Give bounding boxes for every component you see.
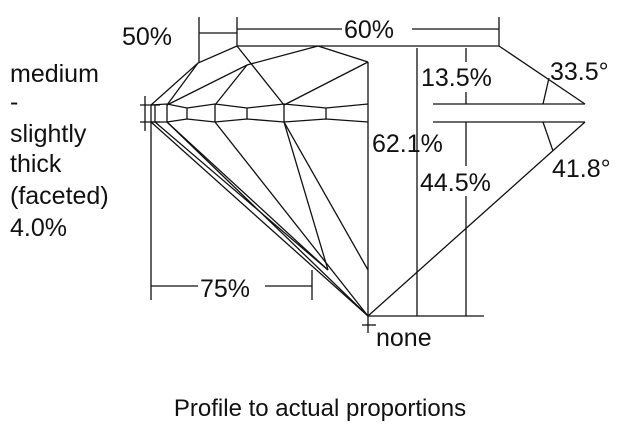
girdle-facets [150, 103, 369, 123]
label-pavilion-angle: 41.8° [552, 155, 611, 183]
caption: Profile to actual proportions [174, 395, 466, 422]
label-culet: none [376, 324, 432, 352]
label-girdle-3: slightly [10, 120, 87, 148]
label-crown-50: 50% [122, 23, 172, 51]
label-table: 60% [344, 16, 394, 44]
label-girdle-5: (faceted) [10, 182, 109, 210]
label-crown-angle: 33.5° [550, 58, 609, 86]
label-pavilion-depth: 44.5% [420, 169, 491, 197]
label-girdle-1: medium [10, 60, 99, 88]
label-girdle-6: 4.0% [10, 214, 67, 242]
label-girdle-4: thick [10, 150, 62, 178]
dimension-lines [140, 17, 585, 333]
pavilion-facets [154, 121, 369, 317]
label-lower-half: 75% [200, 275, 250, 303]
label-crown-height: 13.5% [421, 64, 492, 92]
label-girdle-2: - [10, 88, 18, 116]
label-total-depth: 62.1% [372, 130, 443, 158]
crown-facets [166, 45, 369, 106]
